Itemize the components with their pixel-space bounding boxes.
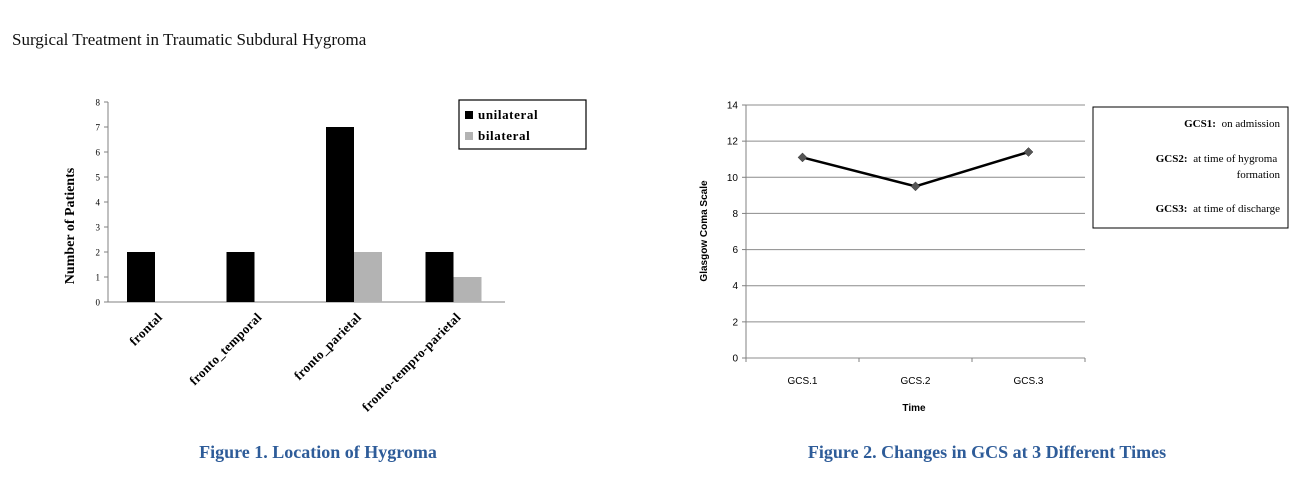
- figure-1: 0 1 2 3 4 5 6 7 8 frontal fronto_temporal fronto_p…: [63, 98, 587, 462]
- f1-y-tick-label: 6: [96, 148, 101, 158]
- f1-x-tick-label: frontal: [126, 309, 165, 348]
- f2-note-2-key: GCS2:: [1156, 153, 1188, 165]
- f1-y-tick-label: 8: [96, 98, 101, 108]
- f1-legend-box: [458, 99, 587, 150]
- f1-legend-label-unilateral: unilateral: [478, 107, 538, 122]
- f2-data-point: [910, 181, 921, 192]
- f2-data-point: [1023, 147, 1034, 157]
- f2-y-tick-label: 0: [732, 354, 738, 365]
- f2-note-3-key: GCS3:: [1156, 203, 1188, 215]
- f1-y-tick-label: 1: [96, 273, 101, 283]
- f2-note-2-text-line2: formation: [1237, 169, 1281, 181]
- f2-note-2-text-line1: at time of hygroma: [1193, 153, 1277, 165]
- page-title: Surgical Treatment in Traumatic Subdural…: [12, 30, 367, 49]
- f2-y-tick-label: 10: [727, 173, 739, 184]
- f2-legend-box: [1092, 106, 1289, 229]
- f2-x-axis-label: Time: [902, 403, 926, 414]
- f1-bar-unilateral: [425, 252, 454, 302]
- f1-caption: Figure 1. Location of Hygroma: [199, 442, 437, 462]
- f2-y-tick-label: 4: [732, 281, 738, 292]
- f2-y-tick-label: 2: [732, 317, 738, 328]
- f1-y-tick-label: 3: [96, 223, 101, 233]
- f2-y-axis-label: Glasgow Coma Scale: [699, 180, 710, 282]
- f1-bar-bilateral: [453, 277, 482, 302]
- f2-caption: Figure 2. Changes in GCS at 3 Different …: [808, 442, 1166, 462]
- f2-note-3: GCS3: at time of discharge: [1156, 203, 1280, 215]
- f1-bar-unilateral: [326, 127, 354, 302]
- f2-note-1-key: GCS1:: [1184, 118, 1216, 130]
- f2-y-tick-label: 12: [727, 137, 739, 148]
- f1-y-tick-label: 4: [96, 198, 101, 208]
- f1-y-tick-label: 5: [96, 173, 101, 183]
- f2-note-3-text: at time of discharge: [1193, 203, 1280, 215]
- f1-y-axis-label: Number of Patients: [63, 167, 78, 284]
- figure-2: 0 2 4 6 8 10 12 14 GCS.1 GCS.2 GCS.3 Glasgow Coma…: [699, 101, 1289, 462]
- f1-y-tick-label: 7: [96, 123, 101, 133]
- f1-y-tick-label: 0: [96, 298, 101, 308]
- f1-y-tick-label: 2: [96, 248, 101, 258]
- f2-y-tick-label: 8: [732, 209, 738, 220]
- f2-y-tick-label: 14: [727, 101, 739, 112]
- f2-note-1-text: on admission: [1222, 118, 1281, 130]
- f2-note-1: GCS1: on admission: [1184, 118, 1280, 130]
- f1-bar-bilateral: [354, 252, 382, 302]
- f2-series-line: [802, 150, 1029, 188]
- f1-x-tick-label: fronto_parietal: [291, 309, 364, 382]
- f2-note-2: GCS2: at time of hygroma formation: [1156, 153, 1281, 181]
- f2-x-tick-label: GCS.1: [787, 376, 817, 387]
- f1-legend-label-bilateral: bilateral: [478, 128, 530, 143]
- f2-x-tick-label: GCS.3: [1013, 376, 1043, 387]
- f2-y-tick-label: 6: [732, 245, 738, 256]
- f2-x-tick-label: GCS.2: [900, 376, 930, 387]
- f1-bar-unilateral: [127, 252, 155, 302]
- f1-legend-swatch-unilateral: [465, 111, 473, 119]
- f1-legend-swatch-bilateral: [465, 132, 473, 140]
- f1-bar-unilateral: [226, 252, 255, 302]
- f1-x-tick-label: fronto-tempro-parietal: [359, 309, 464, 414]
- f1-x-tick-label: fronto_temporal: [186, 309, 265, 388]
- f2-data-point: [797, 152, 808, 163]
